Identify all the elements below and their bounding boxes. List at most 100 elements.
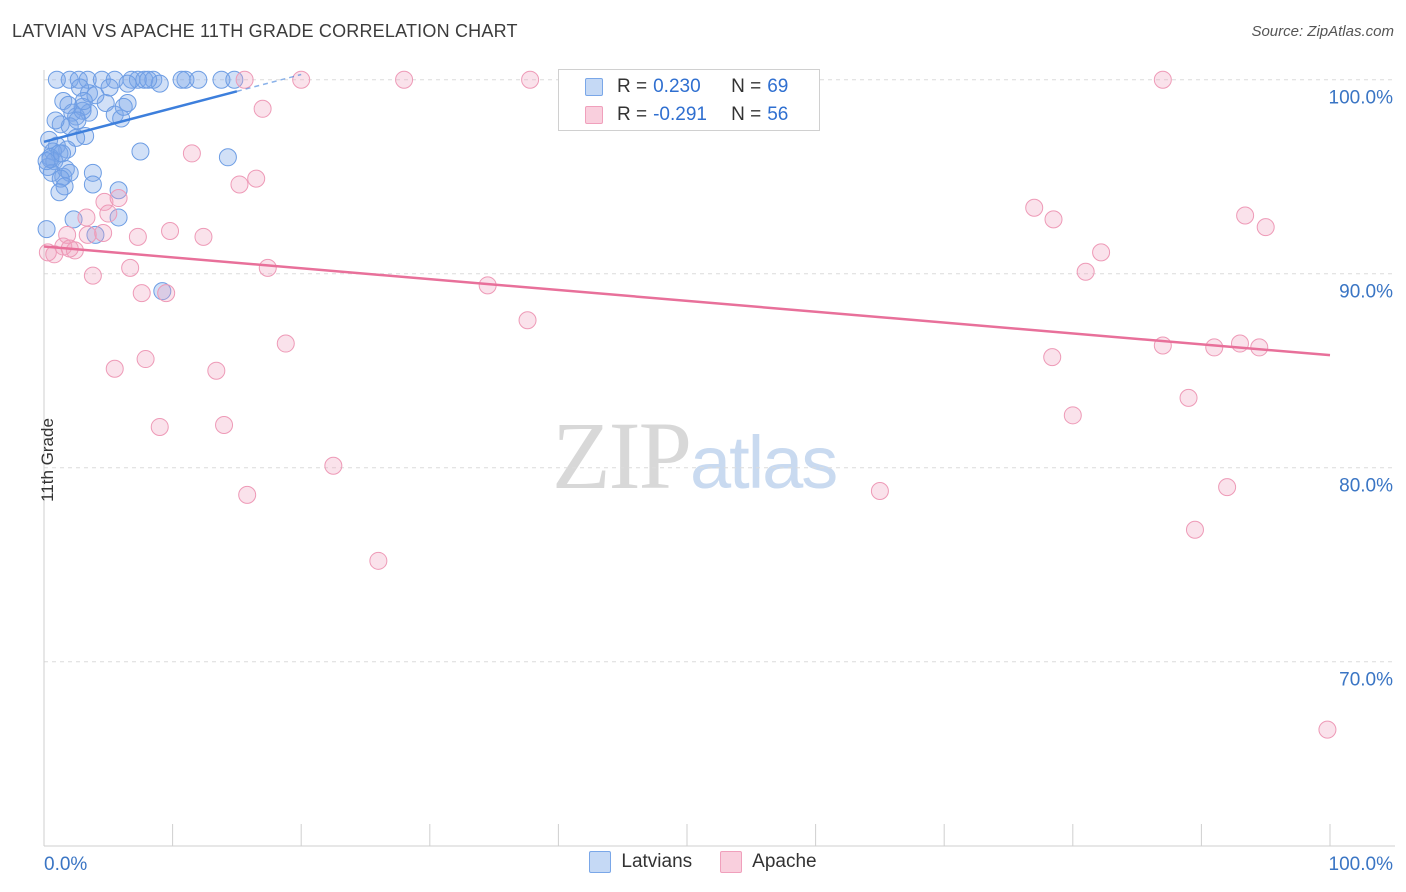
apache-point xyxy=(1218,478,1237,497)
apache-point xyxy=(215,416,234,435)
legend-swatch-apache xyxy=(720,851,743,873)
latvians-point xyxy=(189,70,208,89)
latvians-point xyxy=(47,70,66,89)
latvians-point xyxy=(92,70,111,89)
watermark-zip: ZIP xyxy=(552,402,692,509)
stats-box: R = 0.230 N = 69 R = -0.291 N = 56 xyxy=(558,69,820,131)
apache-point xyxy=(109,189,128,208)
apache-point xyxy=(1153,70,1172,89)
r-label: R = xyxy=(617,76,648,97)
latvians-trend-extension xyxy=(236,73,302,93)
r-value: 0.230 xyxy=(653,76,701,97)
latvians-point xyxy=(55,177,74,196)
apache-point xyxy=(1063,406,1082,425)
apache-point xyxy=(1044,210,1063,229)
apache-point xyxy=(1043,348,1062,367)
y-tick-label: 80.0% xyxy=(1339,476,1393,497)
apache-point xyxy=(95,192,114,211)
apache-point xyxy=(121,258,140,277)
latvians-point xyxy=(42,163,61,182)
y-tick-label: 70.0% xyxy=(1339,670,1393,691)
legend: Latvians Apache xyxy=(0,851,1406,873)
apache-point xyxy=(235,70,254,89)
latvians-point xyxy=(109,208,128,227)
r-value: -0.291 xyxy=(653,104,707,125)
apache-point xyxy=(99,204,118,223)
apache-point xyxy=(324,456,343,475)
apache-point xyxy=(150,417,169,436)
n-label: N = xyxy=(731,76,762,97)
latvians-point xyxy=(37,220,56,239)
apache-point xyxy=(230,175,249,194)
apache-point xyxy=(518,311,537,330)
apache-point xyxy=(83,266,102,285)
legend-swatch-latvians xyxy=(589,851,612,873)
latvians-point xyxy=(225,70,244,89)
apache-point xyxy=(1179,388,1198,407)
apache-point xyxy=(58,225,77,244)
legend-item-apache[interactable]: Apache xyxy=(720,851,817,873)
latvians-point xyxy=(74,92,93,111)
stats-swatch-latvians xyxy=(585,78,603,96)
y-tick-label: 90.0% xyxy=(1339,282,1393,303)
apache-point xyxy=(1025,198,1044,217)
apache-point xyxy=(182,144,201,163)
apache-point xyxy=(276,334,295,353)
latvians-point xyxy=(53,144,72,163)
apache-point xyxy=(1205,338,1224,357)
apache-point xyxy=(1092,243,1111,262)
latvians-point xyxy=(83,175,102,194)
y-tick-label: 100.0% xyxy=(1329,88,1394,109)
stats-row-latvians: R = 0.230 N = 69 xyxy=(559,73,788,101)
latvians-point xyxy=(46,111,65,130)
latvians-point xyxy=(114,97,133,116)
apache-point xyxy=(292,70,311,89)
apache-point xyxy=(258,258,277,277)
latvians-point xyxy=(139,70,158,89)
latvians-point xyxy=(59,95,78,114)
latvians-point xyxy=(60,70,79,89)
apache-point xyxy=(157,284,176,303)
legend-label-apache: Apache xyxy=(752,851,817,872)
apache-point xyxy=(238,485,257,504)
apache-trend-line xyxy=(43,245,1331,357)
latvians-point xyxy=(109,181,128,200)
chart-source: Source: ZipAtlas.com xyxy=(1251,23,1394,40)
latvians-point xyxy=(86,225,105,244)
n-value: 69 xyxy=(767,76,789,97)
latvians-point xyxy=(176,70,195,89)
apache-point xyxy=(77,208,96,227)
latvians-trend-line xyxy=(43,90,238,143)
x-tick-label: 0.0% xyxy=(44,854,87,875)
apache-point xyxy=(369,551,388,570)
apache-point xyxy=(132,284,151,303)
chart-title: LATVIAN VS APACHE 11TH GRADE CORRELATION… xyxy=(12,21,518,41)
apache-point xyxy=(521,70,540,89)
latvians-point xyxy=(218,148,237,167)
latvians-point xyxy=(118,74,137,93)
n-value: 56 xyxy=(767,104,789,125)
latvians-point xyxy=(68,111,87,130)
r-label: R = xyxy=(617,104,648,125)
apache-point xyxy=(1236,206,1255,225)
legend-label-latvians: Latvians xyxy=(621,851,693,872)
apache-point xyxy=(161,222,180,241)
latvians-point xyxy=(71,78,90,97)
apache-point xyxy=(870,481,889,500)
x-tick-label: 100.0% xyxy=(1329,854,1394,875)
latvians-point xyxy=(212,70,231,89)
apache-point xyxy=(1185,520,1204,539)
apache-point xyxy=(1230,334,1249,353)
apache-point xyxy=(1256,218,1275,237)
n-label: N = xyxy=(731,104,762,125)
latvians-point xyxy=(86,86,105,105)
legend-item-latvians[interactable]: Latvians xyxy=(589,851,692,873)
latvians-point xyxy=(150,74,169,93)
latvians-point xyxy=(100,78,119,97)
apache-point xyxy=(207,361,226,380)
apache-point xyxy=(45,245,64,264)
latvians-point xyxy=(69,70,88,89)
latvians-point xyxy=(172,70,191,89)
stats-row-apache: R = -0.291 N = 56 xyxy=(559,101,788,129)
